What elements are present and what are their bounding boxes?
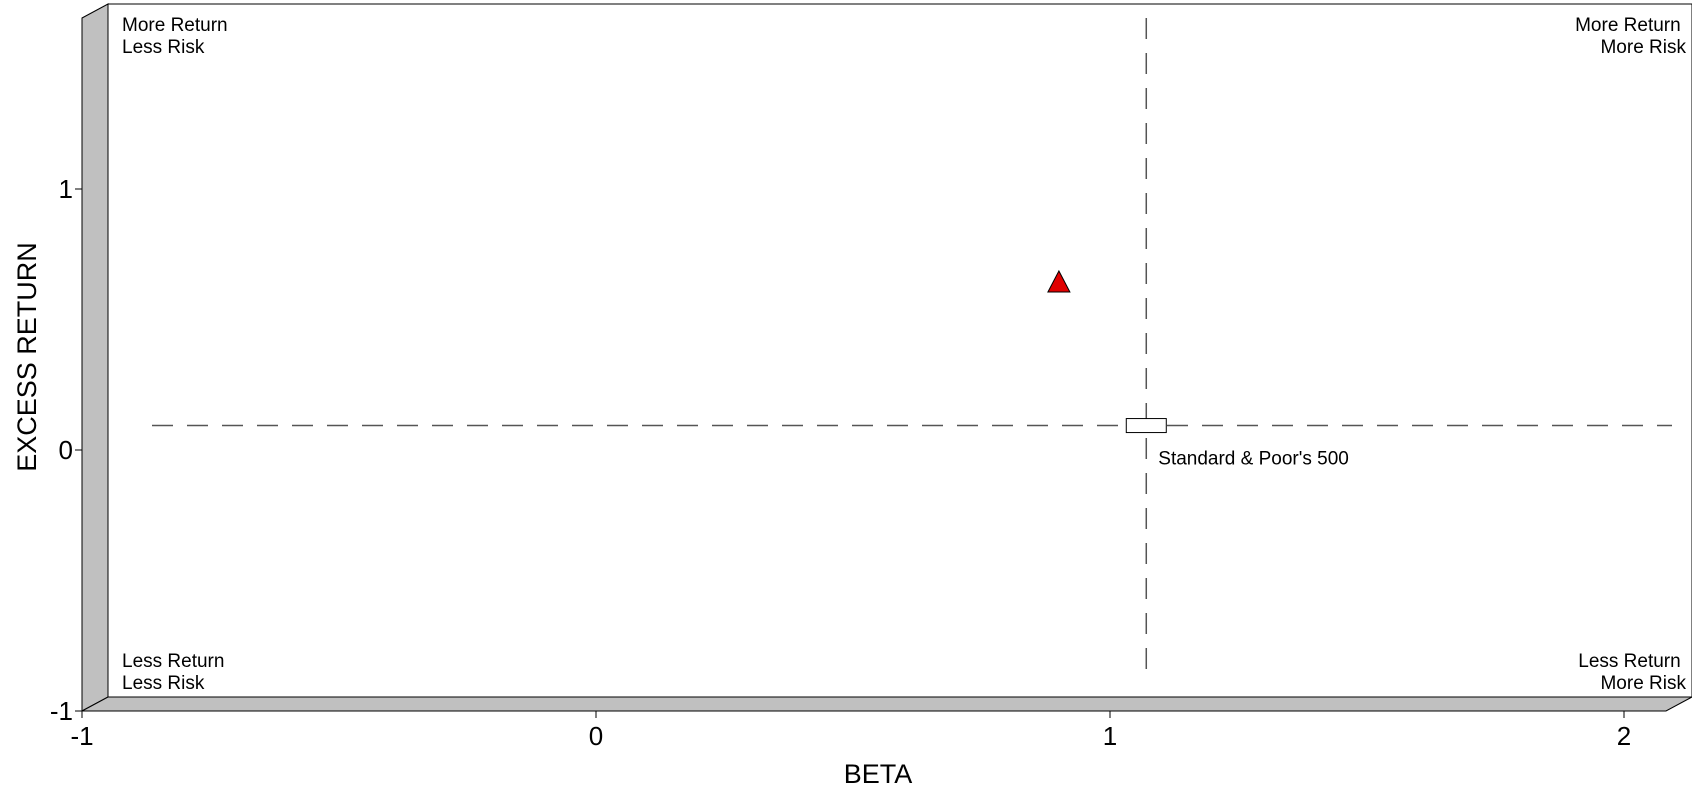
axis-ticks: -1 0 1 2 -1 0 1: [50, 174, 1631, 751]
quadrant-label-bottom-left: Less Return Less Risk: [122, 651, 230, 694]
y-axis-title: EXCESS RETURN: [12, 242, 42, 472]
y-tick-label: 0: [59, 435, 73, 465]
x-tick-label: -1: [70, 721, 93, 751]
quadrant-label-top-right: More Return More Risk: [1575, 15, 1686, 58]
plot-area: [107, 3, 1692, 698]
y-tick-label: 1: [59, 174, 73, 204]
x-tick-label: 0: [589, 721, 603, 751]
benchmark-marker: [1125, 418, 1167, 434]
point-label: Standard & Poor's 500: [1158, 449, 1349, 470]
y-tick-label: -1: [50, 696, 73, 726]
quadrant-label-bottom-right: Less Return More Risk: [1578, 651, 1686, 694]
triangle-marker: [1047, 269, 1071, 293]
quadrant-label-top-left: More Return Less Risk: [122, 15, 233, 58]
data-points: Standard & Poor's 500: [1047, 269, 1349, 470]
x-axis-title: BETA: [844, 759, 913, 789]
x-tick-label: 1: [1103, 721, 1117, 751]
floor: [81, 696, 1692, 712]
x-tick-label: 2: [1617, 721, 1631, 751]
reference-lines: [152, 18, 1672, 683]
left-wall: [81, 3, 109, 712]
